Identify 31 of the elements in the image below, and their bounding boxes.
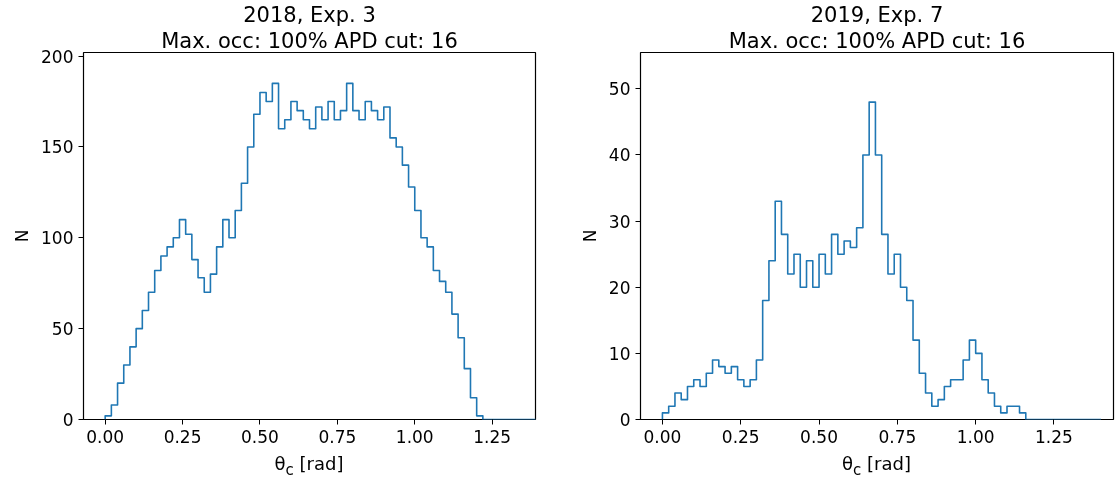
x-tick-label: 1.00 [956, 426, 995, 447]
y-tick-label: 50 [608, 79, 631, 100]
y-tick-label: 150 [41, 137, 74, 158]
x-tick-label: 1.25 [1035, 426, 1073, 447]
y-axis-title: N [579, 229, 600, 243]
chart-title: 2018, Exp. 3 [243, 2, 376, 27]
y-tick-label: 100 [41, 228, 74, 249]
x-tick-label: 0.00 [643, 426, 682, 447]
x-axis-title: θ$_{c}$ [rad] [274, 452, 344, 481]
y-tick-label: 200 [41, 46, 74, 67]
x-tick-label: 1.25 [473, 426, 512, 447]
x-tick-label: 0.75 [878, 426, 917, 447]
x-tick-label: 0.25 [163, 426, 202, 447]
x-tick-label: 0.75 [318, 426, 357, 447]
x-tick-label: 0.25 [721, 426, 760, 447]
y-tick-label: 50 [51, 319, 74, 340]
chart-title: 2019, Exp. 7 [810, 2, 944, 27]
x-tick-label: 0.50 [800, 426, 838, 447]
y-axis-title: N [12, 229, 33, 243]
y-tick-label: 0 [619, 410, 631, 430]
y-tick-label: 20 [608, 277, 631, 298]
chart-subtitle: Max. occ: 100% APD cut: 16 [728, 28, 1026, 53]
y-tick-label: 30 [608, 211, 631, 232]
x-axis-title: θ$_{c}$ [rad] [842, 452, 911, 481]
x-tick-label: 0.00 [86, 426, 125, 447]
y-tick-label: 0 [62, 410, 74, 430]
chart-subtitle: Max. occ: 100% APD cut: 16 [161, 28, 458, 53]
y-tick-label: 10 [608, 343, 631, 364]
x-tick-label: 1.00 [395, 426, 434, 447]
y-tick-label: 40 [608, 145, 631, 166]
x-tick-label: 0.50 [241, 426, 279, 447]
